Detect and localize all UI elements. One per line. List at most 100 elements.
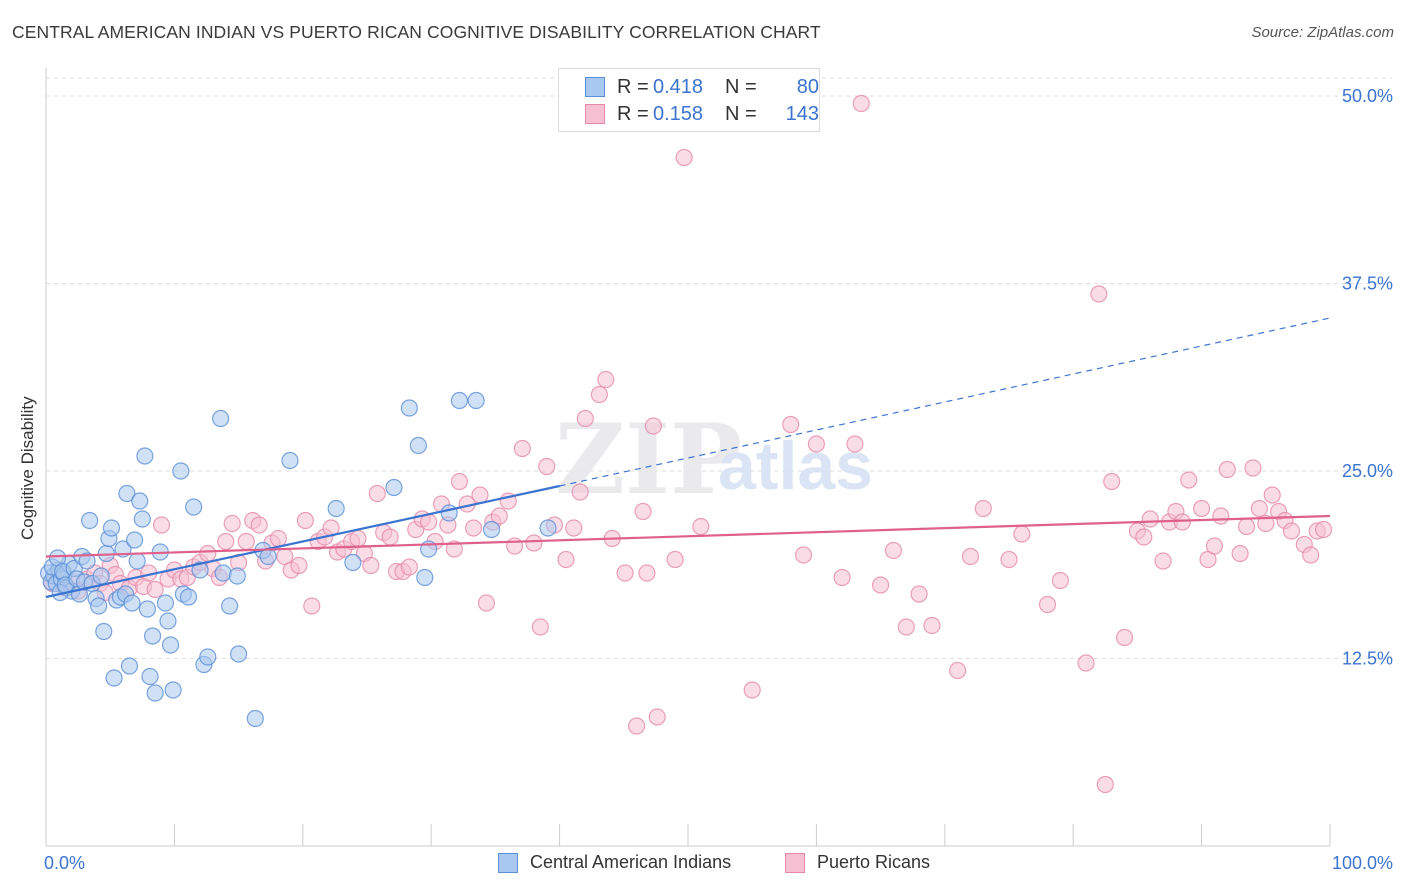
- n-label: N =: [725, 76, 757, 98]
- central-american-indian-point: [133, 510, 151, 528]
- central-american-indian-point: [212, 409, 230, 428]
- puerto-rican-point: [1180, 471, 1198, 489]
- puerto-rican-point: [571, 483, 589, 501]
- puerto-rican-point: [1212, 507, 1230, 525]
- puerto-rican-point: [450, 472, 469, 491]
- central-american-indian-point: [185, 498, 203, 516]
- puerto-rican-point: [846, 435, 864, 453]
- central-american-indian-point: [102, 519, 121, 537]
- r-value: 0.158: [653, 103, 704, 125]
- central-american-indian-point: [136, 447, 154, 465]
- puerto-rican-point: [1263, 486, 1281, 504]
- central-american-indians-points: [39, 391, 557, 728]
- pink-swatch: [585, 104, 605, 124]
- puerto-rican-point: [303, 597, 321, 615]
- puerto-rican-point: [290, 556, 308, 575]
- central-american-indian-point: [95, 622, 113, 641]
- trend-lines: [45, 317, 1331, 599]
- puerto-rican-point: [477, 594, 496, 612]
- central-american-indian-point: [164, 681, 182, 699]
- puerto-rican-point: [1218, 460, 1236, 479]
- central-american-indian-point: [344, 553, 362, 572]
- x-tick-label-min: 0.0%: [44, 853, 85, 873]
- y-tick-label: 50.0%: [1342, 86, 1393, 106]
- puerto-rican-point: [1051, 571, 1069, 590]
- puerto-rican-point: [675, 148, 693, 167]
- r-value: 0.418: [653, 76, 704, 98]
- puerto-rican-point: [531, 618, 549, 636]
- central-american-indian-point: [92, 567, 110, 585]
- central-american-indian-point: [467, 391, 485, 410]
- puerto-rican-point: [692, 517, 710, 536]
- puerto-rican-point: [368, 484, 386, 503]
- central-american-indian-point: [179, 588, 198, 606]
- central-american-indian-point: [281, 451, 299, 470]
- n-label: N =: [725, 103, 757, 125]
- puerto-rican-point: [349, 529, 367, 548]
- central-american-indian-point: [246, 709, 264, 728]
- puerto-rican-point: [884, 541, 903, 560]
- central-american-indian-point: [450, 391, 469, 410]
- blue-swatch: [498, 853, 518, 873]
- puerto-rican-point: [381, 528, 399, 546]
- y-axis-label: Cognitive Disability: [18, 396, 37, 540]
- trend-line-puerto-ricans: [45, 514, 1331, 558]
- central-american-indian-point: [141, 667, 159, 686]
- central-american-indian-point: [416, 568, 434, 587]
- blue-swatch: [585, 77, 605, 97]
- central-american-indian-point: [131, 492, 149, 510]
- trend-line-central-american-indians: [45, 484, 560, 599]
- gridlines: [46, 77, 1392, 659]
- puerto-rican-point: [648, 708, 666, 726]
- central-american-indian-point: [199, 648, 217, 666]
- puerto-rican-point: [1096, 775, 1114, 794]
- pink-swatch: [785, 853, 805, 873]
- puerto-rican-point: [1090, 285, 1108, 303]
- puerto-rican-point: [1250, 499, 1268, 518]
- puerto-rican-point: [1257, 514, 1275, 533]
- central-american-indian-point: [81, 511, 99, 530]
- puerto-rican-point: [923, 616, 941, 635]
- puerto-rican-point: [590, 385, 609, 404]
- central-american-indian-point: [482, 520, 501, 539]
- puerto-rican-point: [910, 585, 928, 603]
- puerto-rican-point: [644, 417, 662, 435]
- puerto-rican-point: [1000, 550, 1018, 569]
- central-american-indian-point: [123, 594, 141, 612]
- central-american-indian-point: [228, 567, 246, 585]
- tick-labels: 12.5% 25.0% 37.5% 50.0% 0.0% 100.0%: [44, 86, 1393, 873]
- puerto-rican-point: [471, 486, 489, 504]
- puerto-rican-point: [1231, 544, 1249, 563]
- puerto-rican-point: [223, 514, 241, 533]
- stats-legend: R = 0.418 N = 80 R = 0.158 N = 143: [558, 68, 820, 132]
- central-american-indian-point: [440, 504, 458, 522]
- puerto-rican-point: [807, 435, 826, 453]
- central-american-indian-point: [409, 436, 427, 455]
- puerto-rican-point: [628, 717, 646, 735]
- central-american-indian-point: [125, 531, 144, 549]
- puerto-rican-point: [666, 550, 684, 569]
- central-american-indian-point: [105, 669, 123, 687]
- legend-label: Puerto Ricans: [817, 852, 931, 872]
- puerto-rican-point: [146, 580, 164, 599]
- central-american-indian-point: [161, 636, 180, 654]
- central-american-indian-point: [156, 594, 175, 612]
- puerto-rican-point: [634, 502, 652, 521]
- n-value: 80: [796, 76, 819, 98]
- puerto-rican-point: [1135, 528, 1153, 546]
- puerto-rican-point: [949, 661, 967, 680]
- central-american-indian-point: [214, 564, 232, 582]
- puerto-rican-point: [464, 519, 483, 537]
- puerto-rican-point: [1244, 459, 1262, 477]
- puerto-rican-point: [362, 556, 380, 575]
- puerto-rican-point: [1205, 537, 1224, 555]
- central-american-indian-point: [146, 684, 164, 702]
- central-american-indian-point: [172, 462, 190, 480]
- central-american-indian-point: [159, 612, 177, 630]
- y-tick-label: 37.5%: [1342, 274, 1393, 294]
- x-tick-label-max: 100.0%: [1332, 853, 1393, 873]
- puerto-rican-point: [782, 415, 800, 434]
- puerto-rican-point: [961, 547, 980, 566]
- puerto-rican-point: [565, 519, 583, 537]
- central-american-indian-point: [90, 597, 108, 615]
